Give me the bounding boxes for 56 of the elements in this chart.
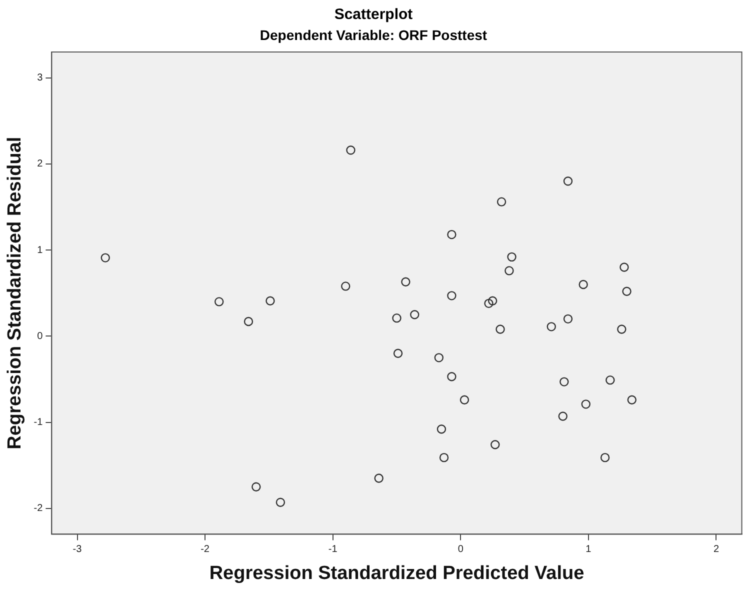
point [581,400,590,409]
y-tick-label: 3 [37,72,44,84]
point [490,440,500,450]
point [401,277,410,287]
x-tick-label: 2 [713,544,720,555]
point [460,395,470,404]
point [484,298,494,308]
point [546,322,556,332]
point [447,372,456,382]
y-tick-label: 2 [37,158,44,170]
y-tick-label: -1 [34,417,44,428]
point [578,280,588,290]
point [341,282,350,291]
point [620,262,629,272]
point [252,482,261,492]
point [600,452,610,462]
point [627,395,636,404]
point [436,424,446,434]
point [434,353,444,362]
point [558,412,568,421]
point [622,286,632,296]
point [504,266,514,276]
x-tick-label: -2 [200,544,210,555]
point [374,474,384,483]
x-tick-label: -1 [328,544,338,555]
x-tick-label: -3 [72,544,82,555]
point [346,146,356,155]
point [439,452,449,462]
point [447,230,456,240]
x-tick-label: 0 [458,544,464,555]
point [276,498,286,507]
y-axis-title: Regression Standardized Residual [4,136,26,450]
point [392,313,402,323]
chart-subtitle: Dependent Variable: ORF Posttest [258,27,488,43]
point [606,375,615,385]
point [266,296,275,306]
point [617,324,626,334]
chart-title: Scatterplot [333,6,414,23]
point [507,252,516,262]
y-tick-label: 0 [37,330,44,342]
point [100,253,110,262]
point [563,176,573,186]
point [244,316,254,326]
point [560,377,569,386]
point [393,348,403,358]
point [488,296,498,306]
point [496,197,506,206]
point [447,291,456,300]
y-tick-label: 1 [37,244,44,256]
x-tick-label: 1 [586,544,592,555]
y-tick-label: -2 [34,503,44,514]
x-axis-title: Regression Standardized Predicted Value [209,562,584,584]
point [410,310,420,320]
point [214,297,224,306]
point [496,324,505,334]
point [563,314,573,324]
